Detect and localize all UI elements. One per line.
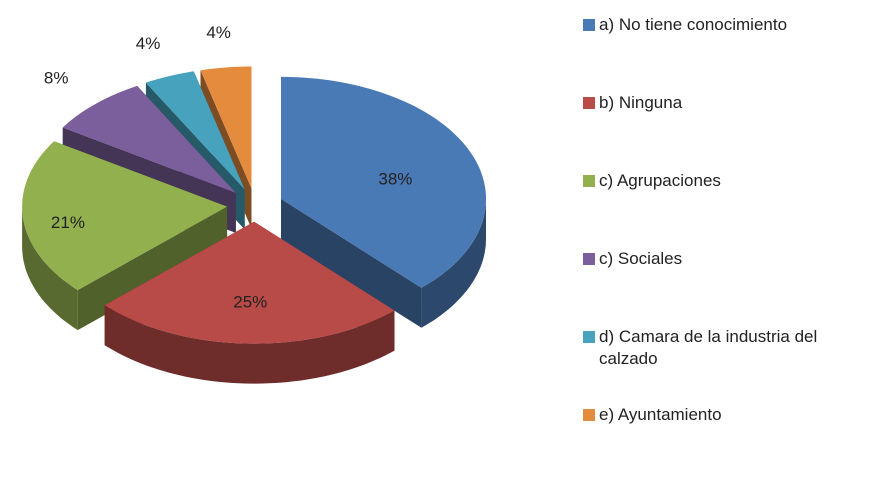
legend-label: c) Sociales	[599, 249, 683, 268]
data-label: 25%	[233, 292, 267, 311]
legend-swatch	[583, 175, 595, 187]
legend-swatch	[583, 19, 595, 31]
slice	[22, 141, 228, 331]
legend-item: e) Ayuntamiento	[583, 404, 873, 482]
slice-side	[77, 206, 228, 331]
legend-label: d) Camara de la industria del calzado	[599, 327, 818, 368]
slice-side	[281, 198, 422, 328]
chart: 38% 25% 21% 8% 4% 4%	[22, 23, 486, 384]
slice-wall	[421, 198, 486, 328]
legend-swatch	[583, 97, 595, 109]
slice-top	[145, 71, 245, 190]
slice-top	[22, 141, 228, 291]
data-label: 4%	[206, 23, 231, 42]
legend-item: c) Agrupaciones	[583, 170, 873, 248]
legend-item: d) Camara de la industria del calzado	[583, 326, 873, 404]
slice-top	[62, 85, 236, 193]
slice-top	[281, 76, 486, 288]
legend-label: e) Ayuntamiento	[599, 405, 722, 424]
page: 38% 25% 21% 8% 4% 4% a) No tiene conocimiento…	[22, 15, 818, 424]
data-label: 21%	[51, 213, 85, 232]
legend-label: c) Agrupaciones	[599, 171, 721, 190]
legend: a) No tiene conocimiento b) Ninguna c) Agr…	[583, 14, 873, 482]
data-label: 4%	[136, 34, 161, 53]
legend-item: a) No tiene conocimiento	[583, 14, 873, 92]
slice-wall	[104, 305, 395, 384]
legend-swatch	[583, 409, 595, 421]
data-label: 38%	[378, 169, 412, 188]
slice	[104, 221, 395, 384]
legend-label: a) No tiene conocimiento	[599, 15, 788, 34]
legend-swatch	[583, 331, 595, 343]
legend-swatch	[583, 253, 595, 265]
slice-wall	[22, 206, 78, 331]
legend-item: b) Ninguna	[583, 92, 873, 170]
data-label: 8%	[44, 69, 69, 88]
slice	[281, 76, 486, 328]
legend-item: c) Sociales	[583, 248, 873, 326]
legend-label: b) Ninguna	[599, 93, 683, 112]
slice-top	[104, 221, 395, 344]
slice-top	[200, 66, 252, 189]
